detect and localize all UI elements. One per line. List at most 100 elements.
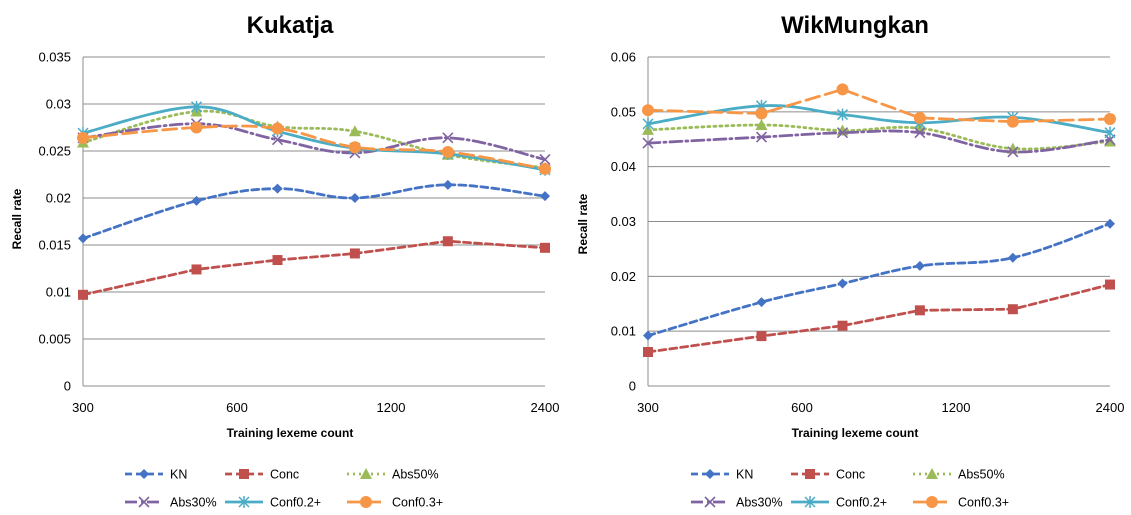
data-point <box>836 108 849 121</box>
y-tick-label: 0.06 <box>611 50 636 65</box>
x-tick-label: 2400 <box>531 400 560 415</box>
y-tick-label: 0.005 <box>38 332 71 347</box>
legend-item: KN <box>691 468 753 482</box>
gridlines <box>83 56 545 340</box>
legend-item: Conf0.2+ <box>225 496 321 510</box>
data-point <box>1007 304 1018 315</box>
series-line <box>646 87 1112 124</box>
data-point <box>348 125 361 137</box>
legend-marker <box>360 468 372 479</box>
legend-marker <box>926 496 938 508</box>
series-line <box>646 129 1112 154</box>
legend-label: Abs50% <box>392 468 439 482</box>
y-tick-label: 0.01 <box>46 285 71 300</box>
series-line <box>646 283 1112 354</box>
x-tick-label: 600 <box>791 400 813 415</box>
chart-kukatja: Kukatja Training lexeme count Recall rat… <box>10 12 560 510</box>
data-point <box>442 179 453 190</box>
data-point <box>1105 218 1115 229</box>
data-point <box>442 236 453 247</box>
legend-item: Conc <box>225 468 299 482</box>
data-point <box>836 127 849 139</box>
series-line <box>81 239 547 297</box>
chart-title: Kukatja <box>247 12 334 39</box>
legend: KN Conc Abs50% Abs30% Conf0.2+ Conf0.3+ <box>125 468 443 510</box>
data-point <box>914 260 925 271</box>
series-line <box>646 123 1112 151</box>
x-tick-label: 1200 <box>377 400 406 415</box>
legend-item: KN <box>125 468 187 482</box>
legend-label: Abs30% <box>736 496 783 510</box>
series-conc <box>78 236 550 300</box>
legend-label: KN <box>736 468 753 482</box>
data-point <box>1104 112 1116 125</box>
data-point <box>539 153 551 166</box>
data-point <box>643 330 653 341</box>
series-conf0-3- <box>77 121 551 175</box>
legend-item: Abs30% <box>125 496 217 510</box>
series-abs50- <box>642 118 1116 154</box>
data-point <box>348 141 361 154</box>
legend-marker <box>238 496 250 508</box>
data-point <box>190 100 203 113</box>
data-point <box>190 121 203 134</box>
series-kn <box>78 179 550 244</box>
series-conf0-3- <box>642 83 1116 128</box>
data-point <box>349 193 360 203</box>
data-point <box>914 127 926 139</box>
data-point <box>540 242 550 253</box>
data-point <box>837 320 848 331</box>
data-point <box>756 297 767 308</box>
series-conc <box>643 279 1115 358</box>
legend-marker <box>805 469 815 479</box>
series-line <box>646 104 1112 135</box>
data-point <box>191 264 202 275</box>
data-point <box>755 131 768 143</box>
data-point <box>755 107 768 120</box>
legend-label: Conf0.3+ <box>392 496 443 510</box>
x-tick-label: 300 <box>72 400 94 415</box>
series-conf0-2- <box>642 99 1116 139</box>
data-point <box>642 137 654 149</box>
x-axis-title: Training lexeme count <box>792 426 919 440</box>
y-tick-label: 0.02 <box>46 191 71 206</box>
series-line <box>646 222 1112 337</box>
legend-marker <box>704 496 716 508</box>
series-line <box>81 124 547 171</box>
legend-item: Abs50% <box>913 468 1005 482</box>
data-point <box>755 118 768 130</box>
legend-item: Conf0.3+ <box>913 496 1009 510</box>
data-point <box>272 255 283 266</box>
data-point <box>539 162 551 175</box>
data-point <box>78 233 88 244</box>
legend-marker <box>139 469 149 479</box>
legend-marker <box>926 468 938 479</box>
y-axis-title: Recall rate <box>576 193 590 254</box>
data-point <box>441 145 454 158</box>
y-tick-label: 0.03 <box>611 214 636 229</box>
y-tick-label: 0.05 <box>611 104 636 119</box>
data-point <box>643 347 653 358</box>
y-tick-label: 0.01 <box>611 324 636 339</box>
legend-label: Abs30% <box>170 496 217 510</box>
legend-marker <box>360 496 372 508</box>
data-point <box>272 183 283 194</box>
x-axis-title: Training lexeme count <box>227 426 354 440</box>
data-point <box>836 83 849 96</box>
legend-label: KN <box>170 468 187 482</box>
legend-label: Conc <box>836 468 865 482</box>
series-kn <box>643 218 1115 341</box>
legend-label: Conf0.2+ <box>836 496 887 510</box>
series-line <box>81 109 547 170</box>
y-tick-label: 0.015 <box>38 238 71 253</box>
data-point <box>914 305 925 316</box>
data-point <box>1007 252 1018 263</box>
chart-title: WikMungkan <box>781 12 929 39</box>
legend-label: Abs50% <box>958 468 1005 482</box>
data-point <box>271 122 284 135</box>
data-point <box>1006 115 1019 128</box>
legend-marker <box>138 496 150 508</box>
series-abs30- <box>642 127 1116 158</box>
series-line <box>81 105 547 172</box>
legend-item: Abs50% <box>347 468 439 482</box>
